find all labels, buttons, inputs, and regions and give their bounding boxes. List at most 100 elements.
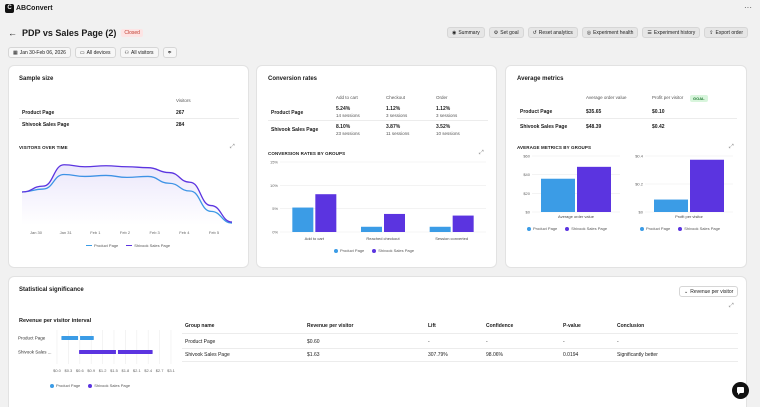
divider xyxy=(268,120,488,121)
column-header: Order xyxy=(436,95,448,100)
chat-button[interactable] xyxy=(732,382,749,399)
summary-icon: ◉ xyxy=(451,29,457,36)
x-tick-label: Feb 5 xyxy=(209,230,220,235)
health-icon: ◎ xyxy=(586,29,592,36)
interval-chart: $0.0 $0.3 $0.6 $0.9 $1.2 $1.5 $1.8 $2.1 $2.4 $2.7… xyxy=(18,330,176,373)
rate-value: 1.12% xyxy=(386,106,401,112)
bar xyxy=(541,178,575,212)
bar xyxy=(292,207,314,232)
card-title: Statistical significance xyxy=(19,287,84,293)
legend-item: Product Page xyxy=(640,226,670,231)
visitors-filter[interactable]: ⚇ All visitors xyxy=(119,47,159,58)
table-cell: Product Page xyxy=(185,339,216,345)
y-tick-label: $0.2 xyxy=(635,182,644,187)
summary-button[interactable]: ◉ Summary xyxy=(446,27,485,38)
interval-bar xyxy=(79,350,153,354)
average-order-value-chart: $60 $40 $20 $0 Average order value xyxy=(523,154,620,219)
row-value: 267 xyxy=(176,110,185,116)
x-tick-label: $1.2 xyxy=(99,368,108,373)
conversion-bar-chart: 15% 10% 5% 0% Add to cart Reached checkout Ses… xyxy=(270,160,486,241)
y-tick-label: 5% xyxy=(272,206,278,211)
row-label: Product Page xyxy=(271,110,304,116)
bar xyxy=(429,226,451,232)
app-name: ABConvert xyxy=(16,5,53,12)
chart-legend: Product Page Shivook Sales Page xyxy=(334,248,414,253)
legend-swatch xyxy=(126,245,133,247)
x-tick-label: Jan 30 xyxy=(30,230,43,235)
export-order-button[interactable]: ⇪ Export order xyxy=(704,27,748,38)
column-header: Checkout xyxy=(386,95,406,100)
sliders-icon: ≑ xyxy=(167,49,172,56)
filter-settings-button[interactable]: ≑ xyxy=(162,47,177,58)
table-cell: $1.63 xyxy=(307,352,320,358)
experiment-history-button[interactable]: ☰ Experiment history xyxy=(642,27,701,38)
bar xyxy=(361,226,382,232)
reset-icon: ↺ xyxy=(532,29,537,36)
row-label: Shivook Sales Page xyxy=(22,122,70,128)
conversion-rates-card xyxy=(256,65,497,268)
divider xyxy=(182,361,738,362)
bar xyxy=(315,194,337,232)
devices-filter[interactable]: ▭ All devices xyxy=(74,47,116,58)
bar xyxy=(690,159,724,212)
rate-value: 8.10% xyxy=(336,124,351,130)
column-header: Visitors xyxy=(176,98,191,103)
table-cell: Significantly better xyxy=(617,352,658,358)
x-tick-label: Jan 31 xyxy=(60,230,73,235)
set-goal-button[interactable]: ⚙ Set goal xyxy=(488,27,524,38)
y-tick-label: 15% xyxy=(270,160,278,165)
more-options-icon[interactable]: ··· xyxy=(744,3,752,12)
session-count: 3 sessions xyxy=(386,113,408,118)
x-tick-label: $2.1 xyxy=(133,368,142,373)
legend-item: Shivook Sales Page xyxy=(565,226,607,231)
device-icon: ▭ xyxy=(79,49,85,56)
table-cell: 307.79% xyxy=(428,352,448,358)
column-header: Add to cart xyxy=(336,95,358,100)
divider xyxy=(182,348,738,349)
expand-icon[interactable]: ⤢ xyxy=(729,144,734,150)
row-label: Product Page xyxy=(520,109,553,115)
metric-select[interactable]: ⌄ Revenue per visitor xyxy=(679,286,739,297)
metric-value: $0.10 xyxy=(652,109,665,115)
header-actions: ◉ Summary ⚙ Set goal ↺ Reset analytics ◎ Exp… xyxy=(446,27,748,38)
category-label: Profit per visitor xyxy=(675,214,703,219)
table-header: Conclusion xyxy=(617,323,645,329)
expand-icon[interactable]: ⤢ xyxy=(729,303,734,309)
card-title: Sample size xyxy=(19,76,54,82)
expand-icon[interactable]: ⤢ xyxy=(479,150,484,156)
mean-marker xyxy=(115,350,118,354)
page-title: PDP vs Sales Page (2) xyxy=(22,28,117,38)
expand-icon[interactable]: ⤢ xyxy=(230,144,235,150)
x-tick-label: $1.8 xyxy=(122,368,131,373)
table-header: P-value xyxy=(563,323,581,329)
statistical-significance-card xyxy=(8,276,747,407)
reset-analytics-button[interactable]: ↺ Reset analytics xyxy=(527,27,578,38)
table-header: Group name xyxy=(185,323,215,329)
y-tick-label: $20 xyxy=(523,191,530,196)
legend-item: Product Page xyxy=(86,243,118,248)
row-value: 284 xyxy=(176,122,185,128)
chart-legend: Product Page Shivook Sales Page xyxy=(50,383,130,388)
rate-value: 1.12% xyxy=(436,106,451,112)
table-header: Confidence xyxy=(486,323,514,329)
profit-per-visitor-chart: $0.4 $0.2 $0 Profit per visitor xyxy=(635,154,733,219)
table-cell: - xyxy=(617,339,619,345)
interval-bar xyxy=(61,336,94,340)
rate-value: 3.87% xyxy=(386,124,401,130)
divider xyxy=(517,118,737,119)
app-logo: C xyxy=(5,4,14,13)
metric-value: $48.39 xyxy=(586,124,602,130)
divider xyxy=(19,118,239,119)
y-tick-label: 10% xyxy=(270,183,278,188)
row-label: Shivook Sales Page xyxy=(271,127,319,133)
category-label: Session converted xyxy=(435,236,468,241)
legend-item: Shivook Sales Page xyxy=(88,383,130,388)
x-tick-label: $0.0 xyxy=(53,368,62,373)
chart-legend: Product Page Shivook Sales Page xyxy=(527,226,607,231)
calendar-icon: ▦ xyxy=(13,49,18,56)
date-range-picker[interactable]: ▦ Jan 30-Feb 06, 2026 xyxy=(8,47,71,58)
table-header: Revenue per visitor xyxy=(307,323,354,329)
experiment-health-button[interactable]: ◎ Experiment health xyxy=(581,27,639,38)
y-tick-label: 0% xyxy=(272,230,278,235)
back-arrow-icon[interactable]: ← xyxy=(8,28,17,38)
